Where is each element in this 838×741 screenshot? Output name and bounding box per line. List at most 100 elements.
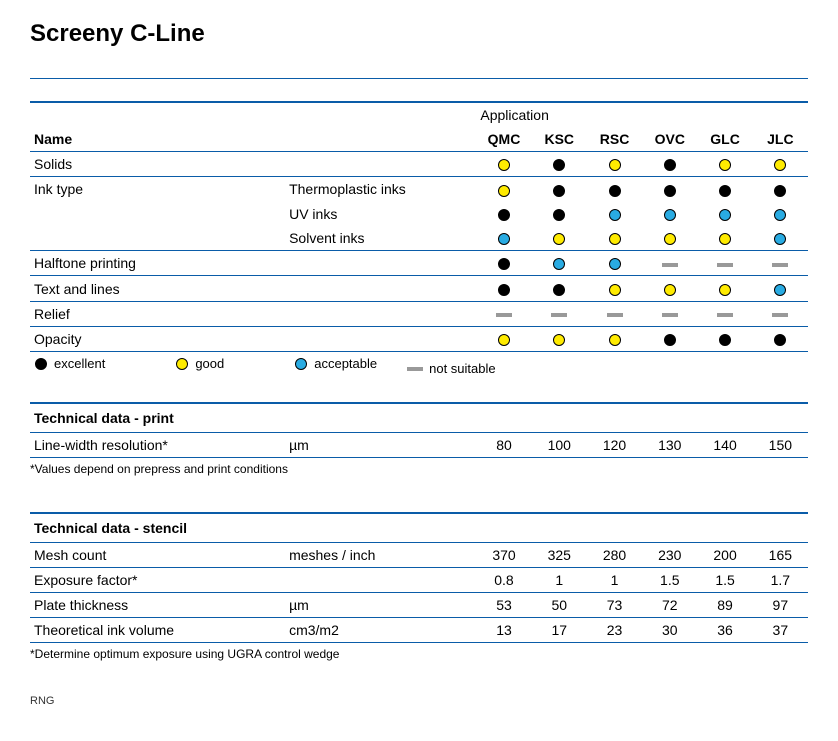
section-title: Technical data - stencil xyxy=(30,513,808,543)
acceptable-icon xyxy=(718,208,732,222)
good-icon xyxy=(497,158,511,172)
row-sub: UV inks xyxy=(285,202,476,226)
good-icon xyxy=(552,333,566,347)
value-cell: 100 xyxy=(532,433,587,458)
rating-cell xyxy=(587,226,642,251)
value-cell: 30 xyxy=(642,618,697,643)
excellent-icon xyxy=(608,184,622,198)
acceptable-icon xyxy=(663,208,677,222)
rating-cell xyxy=(587,301,642,326)
acceptable-icon xyxy=(608,257,622,271)
value-cell: 1.5 xyxy=(697,568,752,593)
not-suitable-icon xyxy=(607,313,623,317)
rating-cell xyxy=(642,326,697,351)
table-row: Ink typeThermoplastic inks xyxy=(30,177,808,202)
row-name: Mesh count xyxy=(30,543,285,568)
value-cell: 1.5 xyxy=(642,568,697,593)
rating-cell xyxy=(753,276,808,301)
rating-cell xyxy=(532,177,587,202)
rating-cell xyxy=(476,301,531,326)
excellent-icon xyxy=(718,333,732,347)
table-row: Mesh countmeshes / inch37032528023020016… xyxy=(30,543,808,568)
excellent-icon xyxy=(552,283,566,297)
value-cell: 130 xyxy=(642,433,697,458)
value-cell: 23 xyxy=(587,618,642,643)
legend-item: not suitable xyxy=(407,361,496,376)
tech-print-table: Technical data - print Line-width resolu… xyxy=(30,402,808,458)
rating-cell xyxy=(642,177,697,202)
legend-item: excellent xyxy=(34,356,105,371)
row-name: Ink type xyxy=(30,177,285,202)
excellent-icon xyxy=(552,158,566,172)
table-row: Opacity xyxy=(30,326,808,351)
good-icon xyxy=(608,333,622,347)
value-cell: 50 xyxy=(532,593,587,618)
rating-cell xyxy=(532,251,587,276)
row-name: Plate thickness xyxy=(30,593,285,618)
rating-cell xyxy=(476,202,531,226)
row-sub xyxy=(285,301,476,326)
excellent-icon xyxy=(663,158,677,172)
excellent-icon xyxy=(552,184,566,198)
row-unit: µm xyxy=(285,433,476,458)
good-icon xyxy=(718,232,732,246)
rating-cell xyxy=(587,177,642,202)
row-name: Halftone printing xyxy=(30,251,285,276)
not-suitable-icon xyxy=(662,313,678,317)
rating-cell xyxy=(697,301,752,326)
value-cell: 89 xyxy=(697,593,752,618)
row-unit: meshes / inch xyxy=(285,543,476,568)
acceptable-icon xyxy=(294,357,308,371)
value-cell: 37 xyxy=(753,618,808,643)
excellent-icon xyxy=(497,257,511,271)
value-cell: 72 xyxy=(642,593,697,618)
col-heading: RSC xyxy=(587,127,642,152)
rating-cell xyxy=(476,276,531,301)
row-name: Solids xyxy=(30,152,285,177)
rating-cell xyxy=(532,152,587,177)
row-sub: Solvent inks xyxy=(285,226,476,251)
not-suitable-icon xyxy=(717,263,733,267)
value-cell: 80 xyxy=(476,433,531,458)
page: Screeny C-Line Application Name QMC KSC … xyxy=(0,0,838,727)
not-suitable-icon xyxy=(772,263,788,267)
rating-cell xyxy=(532,276,587,301)
footer-code: RNG xyxy=(30,695,808,707)
table-row: Exposure factor*0.8111.51.51.7 xyxy=(30,568,808,593)
rating-cell xyxy=(697,177,752,202)
tech-stencil-table: Technical data - stencil Mesh countmeshe… xyxy=(30,512,808,643)
not-suitable-icon xyxy=(662,263,678,267)
excellent-icon xyxy=(497,208,511,222)
row-sub xyxy=(285,251,476,276)
rating-cell xyxy=(697,202,752,226)
value-cell: 17 xyxy=(532,618,587,643)
table-row: Halftone printing xyxy=(30,251,808,276)
good-icon xyxy=(175,357,189,371)
not-suitable-icon xyxy=(551,313,567,317)
value-cell: 325 xyxy=(532,543,587,568)
row-name: Opacity xyxy=(30,326,285,351)
footnote: *Determine optimum exposure using UGRA c… xyxy=(30,643,808,675)
table-row: Application xyxy=(30,102,808,127)
name-heading: Name xyxy=(30,127,285,152)
value-cell: 1 xyxy=(532,568,587,593)
value-cell: 1 xyxy=(587,568,642,593)
value-cell: 370 xyxy=(476,543,531,568)
rating-cell xyxy=(753,251,808,276)
value-cell: 1.7 xyxy=(753,568,808,593)
excellent-icon xyxy=(497,283,511,297)
rating-cell xyxy=(753,202,808,226)
rating-cell xyxy=(642,152,697,177)
legend-item: acceptable xyxy=(294,356,377,371)
table-row: Name QMC KSC RSC OVC GLC JLC xyxy=(30,127,808,152)
col-heading: OVC xyxy=(642,127,697,152)
excellent-icon xyxy=(718,184,732,198)
col-heading: JLC xyxy=(753,127,808,152)
row-name: Exposure factor* xyxy=(30,568,285,593)
rating-cell xyxy=(753,326,808,351)
legend-row: excellentgoodacceptablenot suitable xyxy=(30,352,808,381)
rating-cell xyxy=(476,177,531,202)
col-heading: KSC xyxy=(532,127,587,152)
value-cell: 36 xyxy=(697,618,752,643)
value-cell: 53 xyxy=(476,593,531,618)
